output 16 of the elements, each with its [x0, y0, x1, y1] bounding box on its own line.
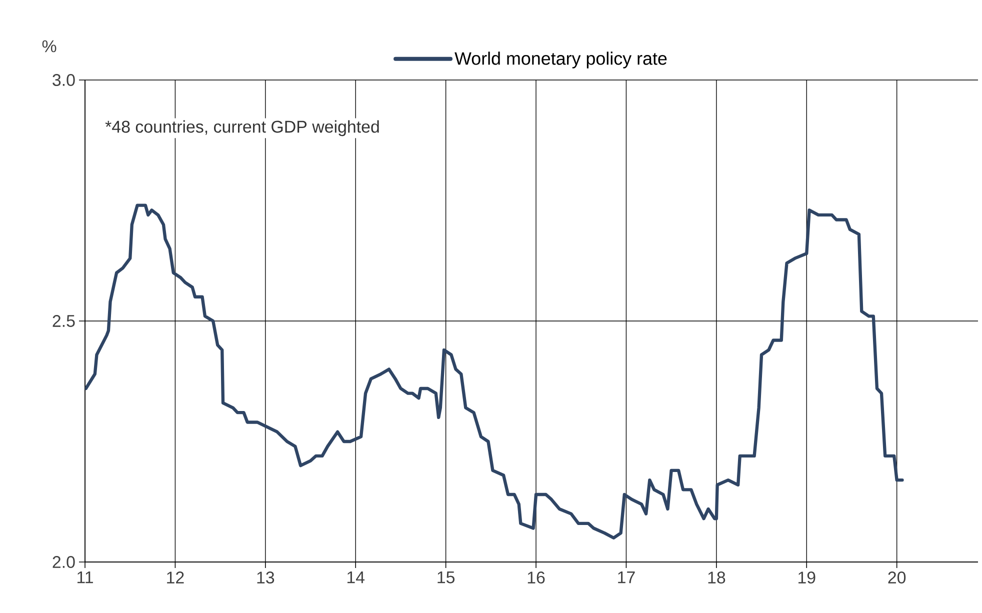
legend-label: World monetary policy rate [454, 52, 667, 68]
y-axis-title: % [42, 40, 56, 52]
x-tick-label: 14 [347, 572, 365, 584]
x-tick-label: 18 [708, 572, 726, 584]
y-tick-label: 2.0 [52, 556, 75, 568]
x-tick-label: 19 [798, 572, 816, 584]
x-tick-label: 15 [438, 572, 455, 584]
annotation: *48 countries, current GDP weighted [105, 120, 379, 136]
y-tick-label: 3.0 [52, 74, 75, 86]
x-tick-label: 20 [888, 572, 906, 584]
x-tick-label: 13 [257, 572, 274, 584]
x-tick-label: 11 [78, 572, 93, 584]
x-tick-label: 17 [618, 572, 635, 584]
x-tick-label: 16 [528, 572, 545, 584]
x-tick-label: 12 [167, 572, 184, 584]
y-tick-label: 2.5 [52, 315, 75, 327]
